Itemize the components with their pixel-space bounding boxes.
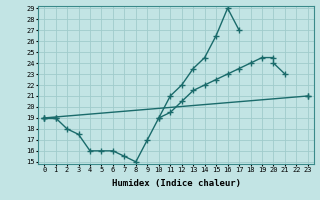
X-axis label: Humidex (Indice chaleur): Humidex (Indice chaleur) xyxy=(111,179,241,188)
